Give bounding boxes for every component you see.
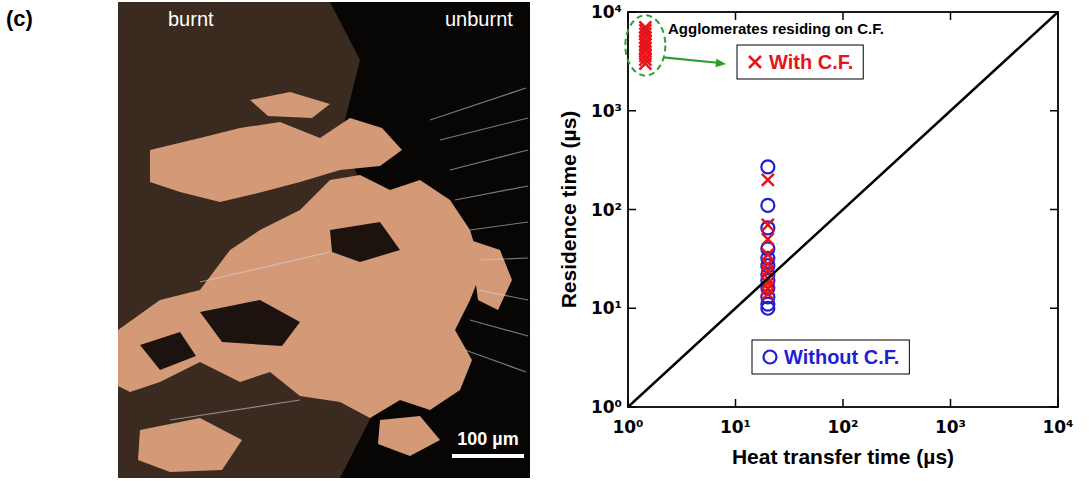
- copper-agglomerate: [138, 418, 242, 472]
- y-tick: [1050, 110, 1058, 112]
- x-tick: [842, 399, 844, 407]
- photo-hole: [330, 222, 400, 262]
- y-tick: [628, 209, 636, 211]
- y-tick-label: 10⁴: [591, 2, 622, 22]
- photo-label: unburnt: [445, 8, 513, 30]
- y-tick: [1050, 209, 1058, 211]
- copper-agglomerate: [470, 240, 512, 310]
- plot-marks: [628, 12, 1058, 407]
- annotation: Agglomerates residing on C.F.: [668, 20, 884, 37]
- x-tick: [950, 12, 952, 20]
- data-point: [762, 288, 774, 300]
- fiber: [450, 150, 528, 170]
- x-axis-title: Heat transfer time (µs): [732, 445, 954, 468]
- x-tick-label: 10²: [827, 417, 858, 437]
- legend: With C.F.: [737, 45, 863, 79]
- annotation-arrowhead: [715, 59, 726, 68]
- x-tick: [950, 399, 952, 407]
- fiber: [440, 118, 528, 140]
- legend-label: With C.F.: [769, 51, 853, 73]
- x-tick-label: 10³: [935, 417, 966, 437]
- annotation-ellipse: [625, 15, 665, 75]
- y-tick-label: 10¹: [591, 298, 622, 318]
- x-tick-label: 10¹: [720, 417, 751, 437]
- fiber: [455, 186, 528, 200]
- figure: (c) burnt unburnt 100 µm 10⁰ 10¹ 10² 10³ 10⁴ 10⁰ 1…: [0, 0, 1089, 481]
- photo: [118, 2, 530, 478]
- fiber: [470, 320, 528, 336]
- data-point: [762, 258, 774, 270]
- data-point: [639, 21, 651, 33]
- legend-label: Without C.F.: [784, 346, 899, 368]
- copper-agglomerate: [250, 92, 330, 118]
- reference-line: [628, 12, 1058, 407]
- scale-bar-label: 100 µm: [457, 429, 518, 449]
- x-tick: [842, 12, 844, 20]
- data-point: [761, 160, 774, 173]
- data-point: [762, 233, 774, 245]
- fiber: [478, 290, 528, 300]
- x-tick-label: 10⁰: [612, 417, 643, 437]
- photo-hole: [200, 300, 300, 346]
- fiber: [200, 252, 330, 282]
- plot-frame: [628, 12, 1058, 407]
- fiber: [170, 400, 300, 420]
- y-tick-label: 10²: [591, 200, 622, 220]
- y-tick: [1050, 308, 1058, 310]
- copper-agglomerate: [118, 175, 482, 418]
- x-tick-label: 10⁴: [1042, 417, 1073, 437]
- scale-bar: [452, 454, 524, 458]
- legend-box: [737, 45, 863, 79]
- fiber: [430, 88, 526, 120]
- y-tick: [628, 110, 636, 112]
- copper-agglomerate: [150, 118, 402, 202]
- y-tick-label: 10⁰: [591, 397, 622, 417]
- fiber: [470, 222, 528, 230]
- legend: Without C.F.: [752, 340, 909, 374]
- photo-background: [118, 2, 530, 478]
- photo-label: burnt: [168, 8, 214, 30]
- legend-marker: [764, 351, 777, 364]
- y-axis-title: Residence time (µs): [557, 111, 580, 309]
- y-tick-label: 10³: [591, 101, 622, 121]
- data-point: [762, 219, 774, 231]
- legend-marker: [749, 56, 761, 68]
- annotation-arrow: [663, 57, 720, 63]
- fiber: [465, 350, 526, 372]
- y-tick: [628, 308, 636, 310]
- data-point: [761, 199, 774, 212]
- photo-hole: [140, 332, 196, 370]
- x-tick: [735, 399, 737, 407]
- x-tick: [735, 12, 737, 20]
- data-point: [761, 302, 774, 315]
- fiber: [480, 258, 528, 260]
- data-point: [762, 174, 774, 186]
- legend-box: [752, 340, 909, 374]
- panel-label: (c): [6, 6, 33, 31]
- copper-agglomerate: [378, 416, 440, 456]
